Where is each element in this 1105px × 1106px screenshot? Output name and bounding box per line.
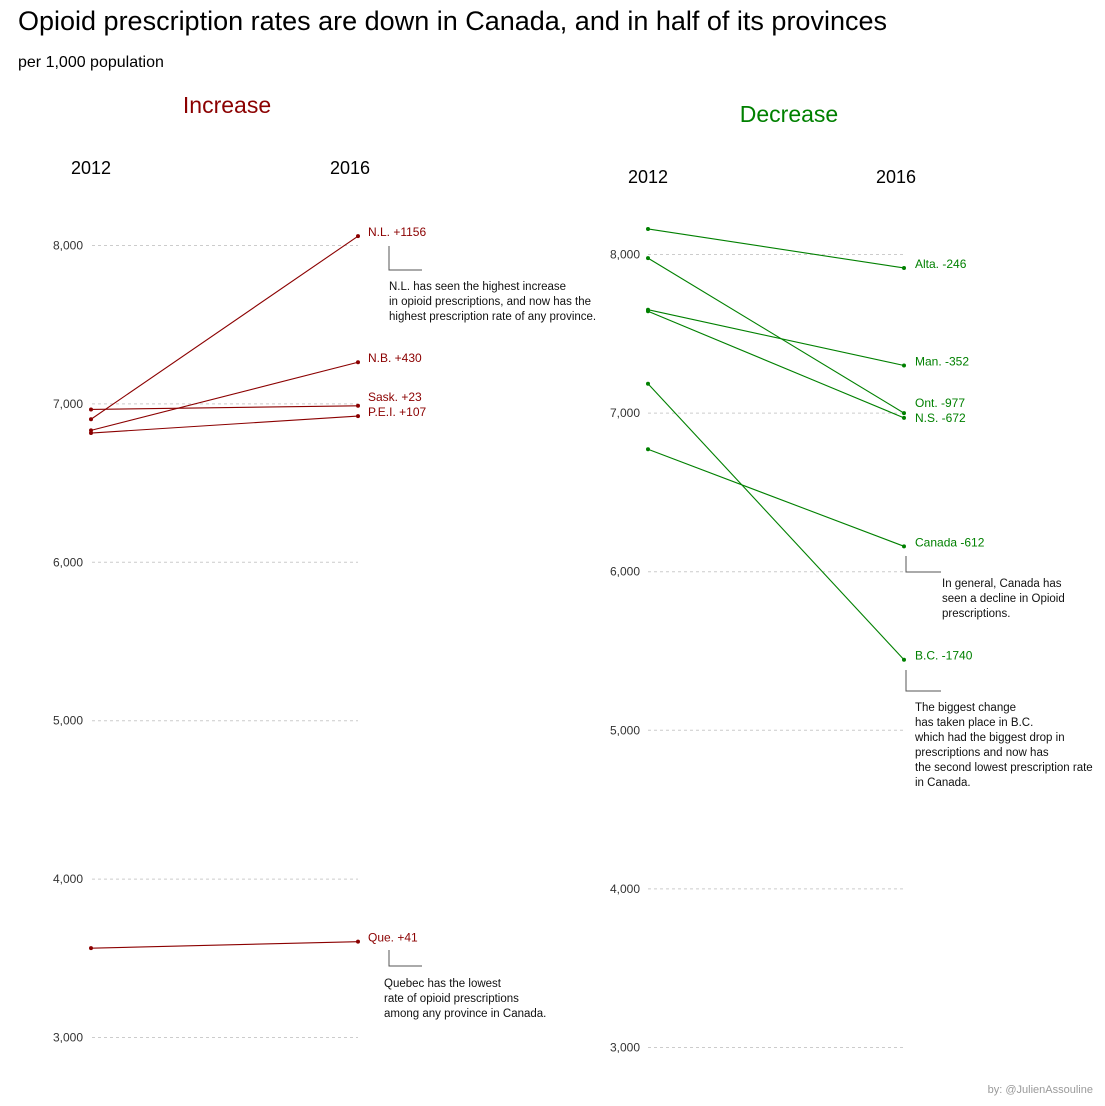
increase-annotation-text-que: among any province in Canada. bbox=[384, 1008, 546, 1020]
increase-point-2016-sask bbox=[356, 403, 360, 408]
increase-data-label-n-b: N.B. +430 bbox=[368, 351, 422, 365]
increase-y-tick-label: 8,000 bbox=[53, 239, 83, 253]
decrease-annotation-text-canada: seen a decline in Opioid bbox=[942, 593, 1065, 605]
increase-point-2012-que bbox=[89, 946, 93, 951]
increase-annotation-text-que: Quebec has the lowest bbox=[384, 978, 502, 990]
decrease-panel-title: Decrease bbox=[740, 101, 838, 127]
increase-annotation-text-n-l: N.L. has seen the highest increase bbox=[389, 281, 566, 293]
decrease-year-label: 2016 bbox=[876, 167, 916, 187]
increase-y-tick-label: 4,000 bbox=[53, 872, 83, 886]
increase-annotation-text-n-l: highest prescription rate of any provinc… bbox=[389, 311, 596, 323]
increase-data-label-n-l: N.L. +1156 bbox=[368, 225, 426, 239]
decrease-y-tick-label: 3,000 bbox=[610, 1041, 640, 1055]
decrease-series-line-alta bbox=[647, 228, 905, 269]
decrease-point-2012-ont bbox=[646, 256, 650, 261]
chart-subtitle: per 1,000 population bbox=[18, 54, 164, 71]
decrease-y-tick-label: 6,000 bbox=[610, 565, 640, 579]
decrease-annotation-text-canada: In general, Canada has bbox=[942, 578, 1062, 590]
decrease-annotation-text-b-c: The biggest change bbox=[915, 702, 1016, 714]
increase-annotation-leader-n-l bbox=[388, 246, 422, 271]
increase-series-line-que bbox=[90, 941, 359, 949]
increase-series-line-n-l bbox=[90, 235, 359, 420]
increase-data-label-que: Que. +41 bbox=[368, 931, 418, 945]
decrease-series-line-canada bbox=[647, 448, 905, 547]
decrease-annotation-text-canada: prescriptions. bbox=[942, 608, 1010, 620]
increase-series-line-sask bbox=[90, 405, 359, 410]
decrease-data-label-ont: Ont. -977 bbox=[915, 396, 965, 410]
decrease-y-tick-label: 5,000 bbox=[610, 723, 640, 737]
increase-data-label-p-e-i: P.E.I. +107 bbox=[368, 405, 426, 419]
increase-point-2016-n-b bbox=[356, 360, 360, 365]
increase-point-2012-n-l bbox=[89, 417, 93, 422]
decrease-point-2012-canada bbox=[646, 447, 650, 452]
increase-point-2016-que bbox=[356, 939, 360, 944]
increase-annotation-leader-que bbox=[388, 950, 422, 967]
decrease-point-2016-man bbox=[902, 363, 906, 368]
increase-series-line-n-b bbox=[90, 361, 359, 431]
decrease-year-label: 2012 bbox=[628, 167, 668, 187]
decrease-series-line-ont bbox=[647, 257, 905, 414]
decrease-data-label-b-c: B.C. -1740 bbox=[915, 649, 973, 663]
increase-y-tick-label: 5,000 bbox=[53, 714, 83, 728]
increase-annotation-text-n-l: in opioid prescriptions, and now has the bbox=[389, 296, 591, 308]
increase-y-tick-label: 7,000 bbox=[53, 397, 83, 411]
increase-series-line-p-e-i bbox=[90, 415, 359, 434]
decrease-y-tick-label: 8,000 bbox=[610, 248, 640, 262]
chart-title: Opioid prescription rates are down in Ca… bbox=[18, 6, 887, 36]
decrease-data-label-n-s: N.S. -672 bbox=[915, 411, 966, 425]
decrease-data-label-man: Man. -352 bbox=[915, 355, 969, 369]
decrease-annotation-text-b-c: prescriptions and now has bbox=[915, 747, 1049, 759]
increase-y-tick-label: 3,000 bbox=[53, 1031, 83, 1045]
decrease-annotation-text-b-c: has taken place in B.C. bbox=[915, 717, 1033, 729]
increase-year-label: 2016 bbox=[330, 158, 370, 178]
increase-point-2016-p-e-i bbox=[356, 414, 360, 419]
decrease-point-2012-alta bbox=[646, 226, 650, 231]
increase-y-tick-label: 6,000 bbox=[53, 555, 83, 569]
decrease-annotation-text-b-c: which had the biggest drop in bbox=[914, 732, 1065, 744]
decrease-point-2016-canada bbox=[902, 544, 906, 549]
decrease-series-line-b-c bbox=[647, 383, 905, 661]
decrease-y-tick-label: 7,000 bbox=[610, 406, 640, 420]
increase-panel-title: Increase bbox=[183, 92, 271, 118]
decrease-annotation-leader-b-c bbox=[905, 670, 941, 692]
decrease-point-2012-b-c bbox=[646, 381, 650, 386]
decrease-annotation-text-b-c: in Canada. bbox=[915, 777, 971, 789]
decrease-series-line-man bbox=[647, 309, 905, 367]
decrease-point-2016-n-s bbox=[902, 415, 906, 420]
decrease-point-2016-alta bbox=[902, 265, 906, 270]
decrease-annotation-leader-canada bbox=[905, 556, 941, 573]
decrease-point-2016-b-c bbox=[902, 657, 906, 662]
increase-data-label-sask: Sask. +23 bbox=[368, 390, 422, 404]
credit-text: by: @JulienAssouline bbox=[987, 1084, 1093, 1096]
decrease-point-2016-ont bbox=[902, 411, 906, 416]
increase-year-label: 2012 bbox=[71, 158, 111, 178]
decrease-series-line-n-s bbox=[647, 310, 905, 419]
decrease-annotation-text-b-c: the second lowest prescription rate bbox=[915, 762, 1093, 774]
decrease-data-label-alta: Alta. -246 bbox=[915, 257, 967, 271]
increase-point-2012-sask bbox=[89, 407, 93, 412]
increase-point-2012-p-e-i bbox=[89, 431, 93, 436]
decrease-y-tick-label: 4,000 bbox=[610, 882, 640, 896]
decrease-point-2012-n-s bbox=[646, 309, 650, 314]
increase-point-2016-n-l bbox=[356, 234, 360, 239]
increase-annotation-text-que: rate of opioid prescriptions bbox=[384, 993, 519, 1005]
decrease-data-label-canada: Canada -612 bbox=[915, 535, 985, 549]
